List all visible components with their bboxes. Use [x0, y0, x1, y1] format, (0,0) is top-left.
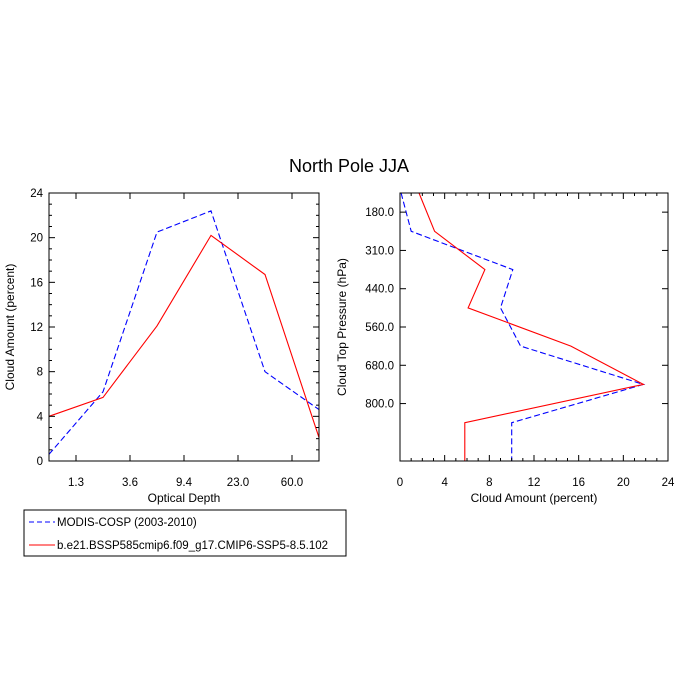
left-y-tick-label: 12	[30, 322, 43, 334]
right-panel-y-axis-label: Cloud Top Pressure (hPa)	[335, 258, 349, 396]
right-panel-series	[400, 192, 646, 461]
left-panel-ticks: 0 4 8 12 16 20 24 1.3 3.6 9.4 23.0 60.0	[30, 188, 319, 489]
left-x-tick-label: 9.4	[176, 477, 193, 489]
right-x-tick-label: 0	[397, 477, 403, 489]
right-y-tick-label: 180.0	[365, 207, 394, 219]
right-series-line-modis	[400, 192, 646, 461]
left-x-tick-label: 3.6	[122, 477, 138, 489]
right-y-tick-label: 800.0	[365, 399, 394, 411]
legend-label-model: b.e21.BSSP585cmip6.f09_g17.CMIP6-SSP5-8.…	[57, 540, 328, 552]
legend-box	[23, 509, 347, 557]
right-y-tick-label: 680.0	[365, 360, 394, 372]
figure-title: North Pole JJA	[289, 156, 409, 176]
left-series-line-modis	[48, 210, 320, 455]
left-x-tick-label: 1.3	[68, 477, 84, 489]
right-x-tick-label: 12	[528, 477, 541, 489]
left-panel-series	[48, 210, 320, 455]
right-series-line-model	[418, 192, 645, 461]
right-y-tick-label: 440.0	[365, 284, 394, 296]
left-y-tick-label: 16	[30, 277, 43, 289]
left-y-tick-label: 20	[30, 233, 43, 245]
left-panel-x-axis-label: Optical Depth	[148, 491, 221, 505]
left-panel: 0 4 8 12 16 20 24 1.3 3.6 9.4 23.0 60.0 Optical Dep…	[3, 188, 320, 505]
right-x-tick-label: 4	[441, 477, 448, 489]
left-series-line-model	[48, 234, 320, 438]
left-panel-y-axis-label: Cloud Amount (percent)	[3, 264, 17, 391]
left-y-tick-label: 24	[30, 188, 43, 200]
left-y-tick-label: 0	[37, 456, 43, 468]
right-y-tick-label: 310.0	[365, 245, 394, 257]
legend: MODIS-COSP (2003-2010) b.e21.BSSP585cmip…	[23, 509, 347, 557]
left-x-tick-label: 23.0	[227, 477, 249, 489]
right-x-tick-label: 16	[572, 477, 585, 489]
left-y-tick-label: 8	[37, 367, 43, 379]
right-panel-x-axis-label: Cloud Amount (percent)	[471, 491, 598, 505]
right-panel-ticks: 0 4 8 12 16 20 24 180.0 310.0 440.0 560.0 680.0 800.…	[365, 193, 675, 489]
right-x-tick-label: 20	[617, 477, 630, 489]
left-y-tick-label: 4	[37, 411, 44, 423]
right-y-tick-label: 560.0	[365, 322, 394, 334]
right-x-tick-label: 8	[486, 477, 492, 489]
right-panel: 0 4 8 12 16 20 24 180.0 310.0 440.0 560.0 680.0 800.…	[335, 192, 675, 505]
right-x-tick-label: 24	[662, 477, 675, 489]
legend-label-modis: MODIS-COSP (2003-2010)	[57, 517, 197, 529]
left-x-tick-label: 60.0	[281, 477, 303, 489]
